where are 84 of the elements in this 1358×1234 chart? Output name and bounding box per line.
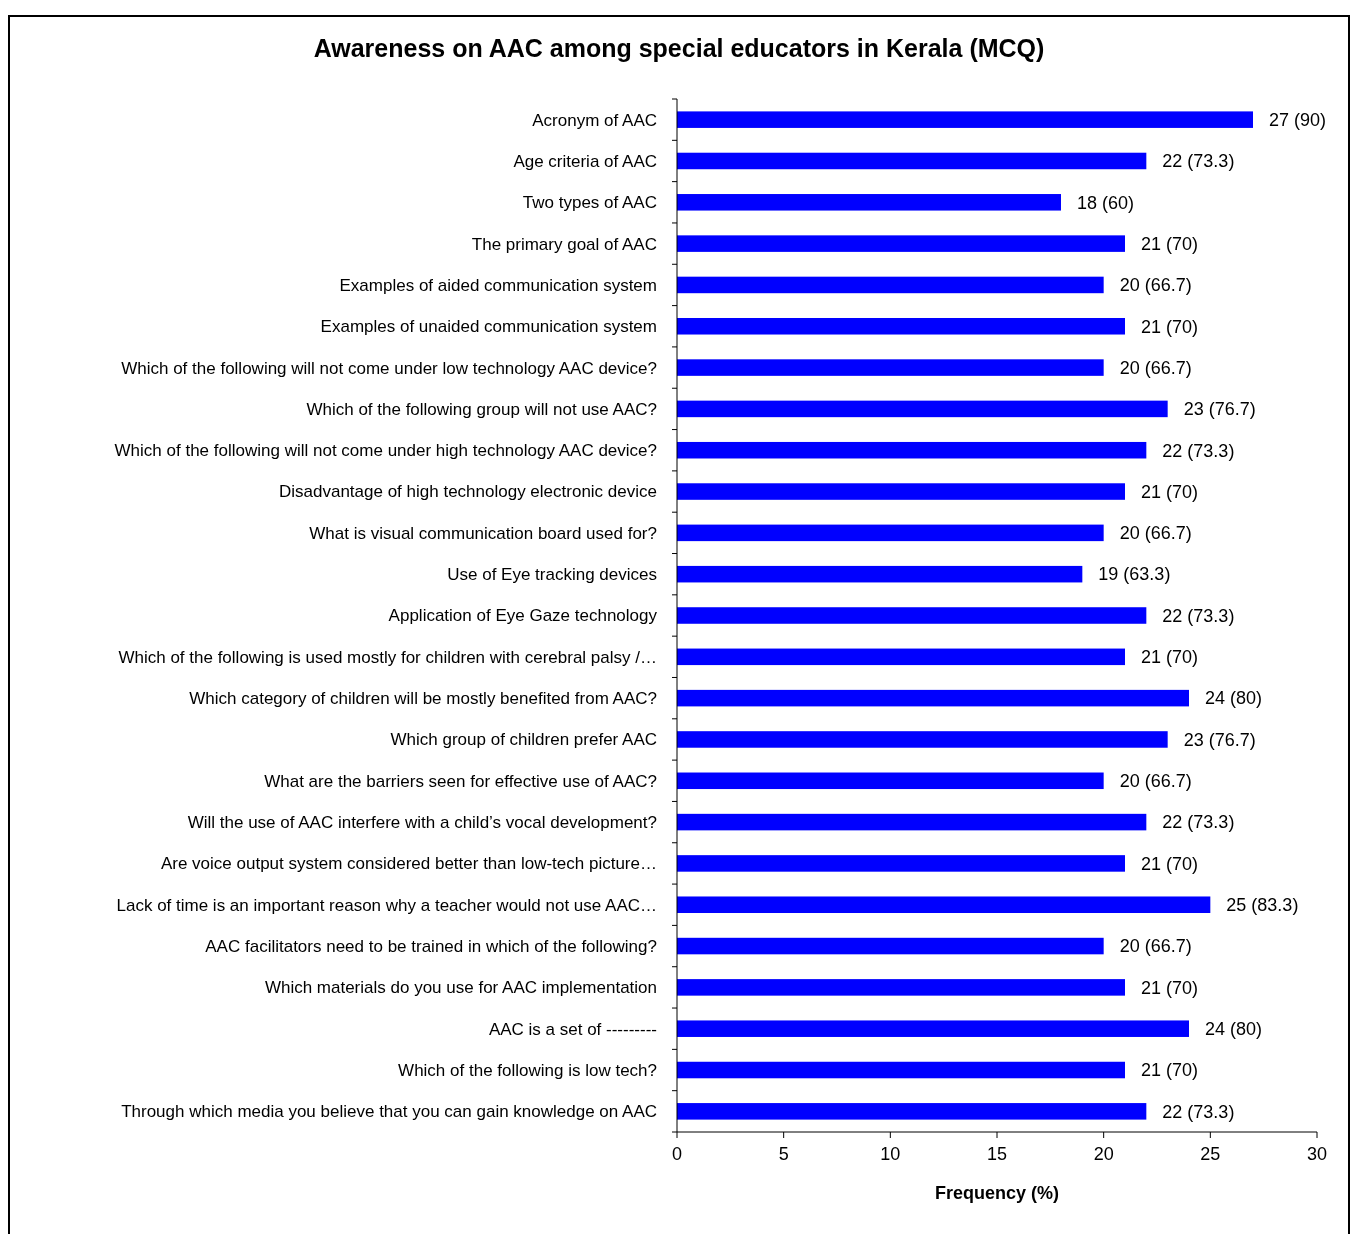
y-tick-label: Which materials do you use for AAC implementation: [264, 978, 657, 998]
data-label: 21 (70): [1141, 853, 1199, 874]
y-tick-label: Which category of children will be mostly benefited from AAC?: [189, 689, 657, 709]
y-tick-label: What is visual communication board used for?: [309, 523, 657, 543]
bar: [677, 483, 1125, 500]
bar: [677, 565, 1083, 583]
data-label: 22 (73.3): [1162, 1101, 1235, 1122]
data-label: 22 (73.3): [1162, 151, 1235, 172]
y-tick-label: Are voice output system considered better than low-tech picture…: [160, 854, 657, 874]
data-label: 21 (70): [1141, 233, 1199, 254]
data-label: 24 (80): [1205, 1019, 1263, 1039]
y-tick-label: Examples of unaided communication system: [320, 317, 657, 337]
y-tick-label: Which of the following group will not use AAC?: [306, 399, 657, 419]
y-tick-label: Which of the following is used mostly for children with cerebral palsy /…: [118, 647, 657, 667]
bar: [677, 235, 1125, 252]
x-tick-label: 30: [1306, 1144, 1328, 1164]
data-label: 20 (66.7): [1119, 357, 1192, 378]
data-label: 20 (66.7): [1119, 523, 1192, 544]
y-tick-label: Acronym of AAC: [532, 110, 657, 130]
bar: [677, 1061, 1125, 1079]
bar: [677, 772, 1104, 790]
data-label: 20 (66.7): [1119, 275, 1192, 296]
bar: [677, 441, 1147, 459]
bar: [677, 111, 1253, 128]
data-label: 20 (66.7): [1119, 771, 1192, 792]
y-tick-label: Application of Eye Gaze technology: [388, 606, 658, 626]
bar: [677, 400, 1168, 418]
data-label: 23 (76.7): [1183, 399, 1256, 420]
bar: [677, 937, 1104, 955]
y-tick-label: Through which media you believe that you can gain knowledge on AAC: [121, 1102, 657, 1122]
bar: [677, 359, 1104, 376]
chart-title: Awareness on AAC among special educators in Kerala (MCQ): [313, 34, 1045, 62]
data-label: 21 (70): [1141, 316, 1199, 337]
data-label: 25 (83.3): [1226, 895, 1299, 916]
data-label: 27 (90): [1269, 109, 1327, 130]
bar: [677, 813, 1147, 831]
bar: [677, 689, 1189, 707]
y-tick-label: AAC is a set of ---------: [488, 1019, 657, 1039]
bar: [677, 607, 1147, 624]
x-tick-label: 5: [778, 1144, 789, 1164]
y-tick-label: Use of Eye tracking devices: [447, 565, 657, 585]
bar: [677, 1020, 1189, 1037]
bar: [677, 276, 1104, 294]
x-tick-label: 25: [1200, 1144, 1221, 1164]
data-label: 24 (80): [1205, 688, 1263, 709]
y-tick-label: The primary goal of AAC: [471, 234, 657, 254]
data-label: 21 (70): [1141, 1060, 1199, 1081]
y-tick-label: Which of the following will not come under low technology AAC device?: [121, 358, 657, 378]
bar: [677, 1103, 1147, 1120]
bar: [677, 524, 1104, 542]
data-label: 18 (60): [1077, 192, 1135, 213]
y-tick-label: Examples of aided communication system: [339, 275, 657, 295]
y-tick-label: What are the barriers seen for effective use of AAC?: [264, 771, 657, 791]
bar: [677, 979, 1125, 996]
x-tick-label: 15: [986, 1144, 1008, 1164]
y-tick-label: Age criteria of AAC: [513, 151, 657, 171]
data-label: 21 (70): [1141, 647, 1199, 668]
bar: [677, 194, 1061, 211]
x-tick-label: 0: [671, 1144, 683, 1164]
y-tick-label: Will the use of AAC interfere with a child’s vocal development?: [187, 813, 657, 833]
data-label: 21 (70): [1141, 977, 1199, 998]
data-label: 23 (76.7): [1183, 729, 1256, 750]
bar: [677, 855, 1125, 872]
y-tick-label: Which group of children prefer AAC: [390, 730, 657, 750]
bar: [677, 318, 1125, 335]
y-tick-label: Lack of time is an important reason why a teacher would not use AAC…: [116, 895, 657, 915]
y-tick-label: Which of the following is low tech?: [398, 1060, 657, 1080]
y-tick-label: Which of the following will not come under high technology AAC device?: [114, 441, 657, 461]
x-tick-label: 10: [880, 1144, 901, 1164]
data-label: 22 (73.3): [1162, 812, 1235, 833]
data-label: 20 (66.7): [1119, 936, 1192, 957]
y-tick-label: Two types of AAC: [522, 193, 657, 213]
data-label: 22 (73.3): [1162, 605, 1235, 626]
data-label: 22 (73.3): [1162, 440, 1235, 461]
x-axis-title: Frequency (%): [934, 1183, 1060, 1203]
bar: [677, 648, 1125, 666]
y-tick-label: AAC facilitators need to be trained in which of the following?: [205, 937, 657, 957]
bar: [677, 896, 1211, 913]
data-label: 19 (63.3): [1098, 564, 1171, 585]
data-label: 21 (70): [1141, 481, 1199, 502]
y-tick-label: Disadvantage of high technology electronic device: [278, 482, 657, 502]
x-tick-label: 20: [1093, 1144, 1114, 1164]
bar: [677, 152, 1147, 170]
bar: [677, 731, 1168, 748]
